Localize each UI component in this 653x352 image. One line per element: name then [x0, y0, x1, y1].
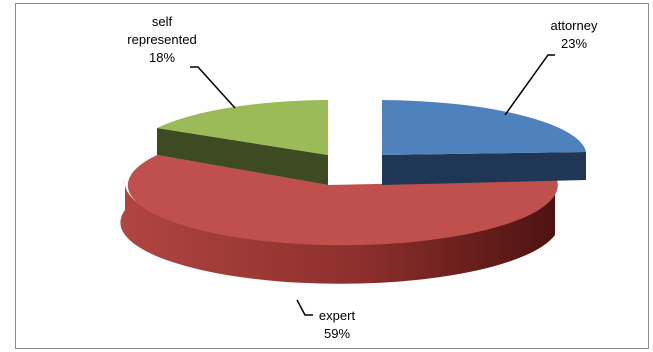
data-label-attorney-name: attorney	[551, 18, 598, 33]
leader-line-attorney	[504, 54, 555, 116]
data-label-expert-percent: 59%	[324, 326, 350, 341]
data-label-self-represented: self represented 18%	[127, 14, 196, 65]
pie-slice-expert	[120, 155, 558, 284]
data-label-self-represented-percent: 18%	[149, 50, 175, 65]
pie-slice-attorney	[382, 100, 586, 185]
pie-slice-self-represented	[157, 100, 328, 185]
data-label-self-represented-line1: self	[152, 14, 173, 29]
leader-line-self-represented	[190, 66, 236, 109]
data-label-attorney-percent: 23%	[561, 36, 587, 51]
data-label-self-represented-line2: represented	[127, 32, 196, 47]
leader-line-expert	[296, 299, 313, 316]
data-label-expert: expert 59%	[319, 308, 356, 341]
data-label-attorney: attorney 23%	[551, 18, 598, 51]
data-label-expert-name: expert	[319, 308, 356, 323]
